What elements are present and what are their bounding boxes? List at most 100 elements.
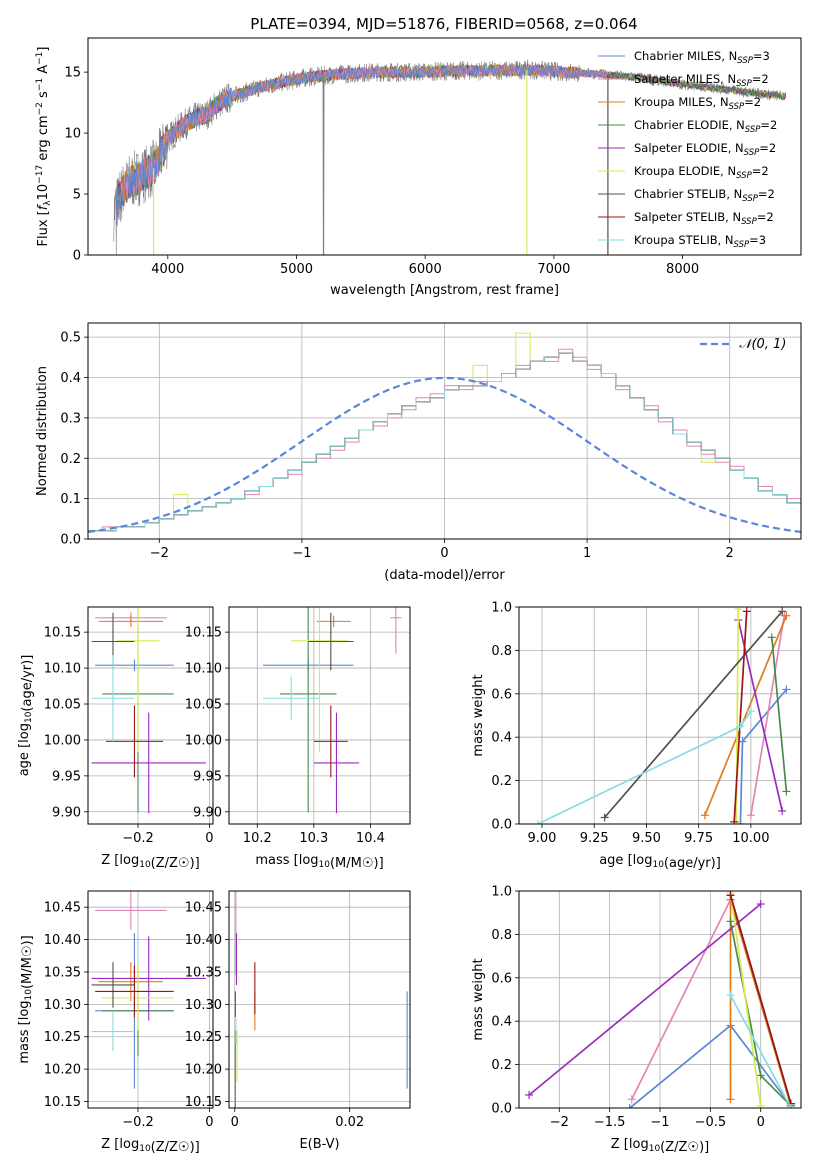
y-axis-label-part: −17	[35, 165, 45, 184]
x-tick-label: −0.2	[122, 831, 154, 846]
y-tick-label: 9.95	[52, 769, 81, 784]
y-tick-label: 10.00	[185, 733, 222, 748]
weight-line-salpeter_elodie	[528, 903, 762, 1096]
x-tick-label: 9.25	[580, 831, 609, 846]
x-axis-label: Z [log10(Z/Z☉)]	[101, 1137, 199, 1155]
legend-label-salpeter_elodie: Salpeter ELODIE, NSSP=2	[634, 141, 776, 158]
y-tick-label: 10.45	[44, 901, 81, 916]
legend-label-chabrier_miles: Chabrier MILES, NSSP=3	[634, 49, 770, 66]
x-axis-label: age [log10(age/yr)]	[599, 853, 721, 871]
ticks: 0 0.02 10.15 10.20 10.25 10.30 10.35 10.40 10.45	[185, 901, 364, 1130]
legend-subscript: SSP	[745, 125, 761, 135]
y-tick-label: 1.0	[491, 601, 512, 616]
y-tick-label: 10.35	[185, 965, 222, 980]
y-axis-label: Flux [fλ10−17 erg cm−2 s−1 A−1]	[35, 47, 53, 247]
label-part: log	[633, 853, 653, 868]
legend: Chabrier MILES, NSSP=3 Salpeter MILES, NS…	[598, 49, 777, 250]
plot-area	[91, 891, 206, 1089]
legend-label-chabrier_stelib: Chabrier STELIB, NSSP=2	[634, 187, 775, 204]
label-part: Z [	[101, 1137, 119, 1152]
y-tick-label: 0.2	[491, 774, 512, 789]
y-tick-label: 0.4	[491, 731, 512, 746]
label-part: E(B-V)	[299, 1137, 339, 1152]
x-tick-label: −2	[550, 1115, 569, 1130]
y-tick-label: 0.8	[491, 928, 512, 943]
legend-text: Salpeter STELIB, N	[634, 210, 741, 224]
label-subscript: 10	[652, 860, 664, 870]
y-axis-label-part: 10	[36, 184, 51, 201]
y-tick-label: 9.90	[193, 805, 222, 820]
legend: 𝒩(0, 1)	[700, 337, 786, 352]
gridlines	[229, 891, 410, 1108]
label-subscript: 10	[24, 711, 34, 723]
y-axis-label-part: Flux [	[36, 210, 51, 246]
x-tick-label: −1	[650, 1115, 669, 1130]
plot-area	[262, 607, 402, 814]
y-axis-label-part: erg cm	[36, 115, 51, 164]
y-tick-label: 0.0	[491, 1102, 512, 1117]
axes-mass_vs_ebv: 0 0.02 10.15 10.20 10.25 10.30 10.35 10.40 10.45…	[185, 890, 411, 1152]
y-tick-label: 10.30	[185, 998, 222, 1013]
legend-text: Kroupa ELODIE, N	[634, 164, 736, 178]
y-tick-label: 0.4	[491, 1015, 512, 1030]
label-part: age [	[17, 743, 32, 776]
label-subscript: 10	[139, 1144, 151, 1154]
y-tick-label: 9.90	[52, 805, 81, 820]
ticks: −0.2 0 9.90 9.95 10.00 10.05 10.10 10.15	[44, 626, 214, 846]
legend-label-salpeter_stelib: Salpeter STELIB, NSSP=2	[634, 210, 774, 227]
plot-area	[234, 891, 408, 1108]
y-axis-label: mass [log10(M/M☉)]	[17, 935, 35, 1063]
y-tick-label: 10	[64, 127, 81, 142]
y-axis-label-part: −1	[35, 52, 45, 65]
x-tick-label: 2	[726, 546, 734, 561]
legend-label-salpeter_miles: Salpeter MILES, NSSP=2	[634, 72, 769, 89]
x-tick-label: −0.5	[695, 1115, 727, 1130]
weight-line-kroupa_elodie	[729, 893, 762, 1106]
x-tick-label: 0	[440, 546, 448, 561]
y-axis-label-part: −2	[35, 102, 45, 115]
label-part: Z [	[611, 1137, 629, 1152]
y-tick-label: 10.15	[185, 626, 222, 641]
x-tick-label: 10.2	[243, 831, 272, 846]
y-tick-label: 0.0	[60, 533, 81, 548]
label-part: mass [	[255, 853, 298, 868]
label-part: mass [	[17, 1020, 32, 1063]
y-tick-label: 10.35	[44, 965, 81, 980]
x-tick-label: 0	[757, 1115, 765, 1130]
y-axis-label: mass weight	[471, 674, 486, 756]
ticks: −2 −1.5 −1 −0.5 0 0.0 0.2 0.4 0.6 0.8 1.0	[491, 885, 765, 1131]
y-axis-label: Normed distribution	[35, 366, 50, 496]
legend-suffix: =2	[744, 95, 761, 109]
label-subscript: 10	[319, 860, 331, 870]
label-subscript: 10	[139, 860, 151, 870]
axes-spectrum: 4000 5000 6000 7000 8000 0 5 10 15 wavelength [An…	[35, 37, 802, 298]
weight-line-salpeter_stelib	[733, 611, 748, 822]
x-axis-label: (data-model)/error	[384, 568, 505, 583]
axes-age_vs_mass: 10.2 10.3 10.4 9.90 9.95 10.00 10.05 10.10 10.15…	[185, 606, 411, 871]
axes-frame	[87, 37, 802, 256]
y-tick-label: 0.2	[60, 452, 81, 467]
figure-title: PLATE=0394, MJD=51876, FIBERID=0568, z=0…	[250, 15, 637, 33]
y-axis-label-part: ]	[36, 47, 51, 52]
legend-subscript: SSP	[742, 194, 758, 204]
legend-label-normal: 𝒩(0, 1)	[739, 337, 786, 352]
plot-area	[533, 607, 791, 824]
y-tick-label: 5	[73, 188, 81, 203]
plot-area	[113, 59, 787, 255]
legend-suffix: =2	[759, 141, 776, 155]
weight-line-kroupa_stelib	[729, 994, 792, 1108]
ticks: −2 −1 0 1 2 0.0 0.1 0.2 0.3 0.4 0.5	[60, 331, 734, 561]
x-tick-label: −0.2	[122, 1115, 154, 1130]
x-tick-label: 9.50	[632, 831, 661, 846]
y-tick-label: 10.40	[44, 933, 81, 948]
weight-line-salpeter_miles	[750, 615, 786, 816]
x-tick-label: 0	[231, 1115, 239, 1130]
y-axis-label-part: s	[36, 91, 51, 102]
label-part: log	[17, 723, 32, 743]
label-part: (Z/Z☉)]	[660, 1140, 709, 1155]
y-axis-label-part: A	[36, 65, 51, 78]
plot-area	[88, 332, 801, 539]
legend-label-kroupa_elodie: Kroupa ELODIE, NSSP=2	[634, 164, 769, 181]
